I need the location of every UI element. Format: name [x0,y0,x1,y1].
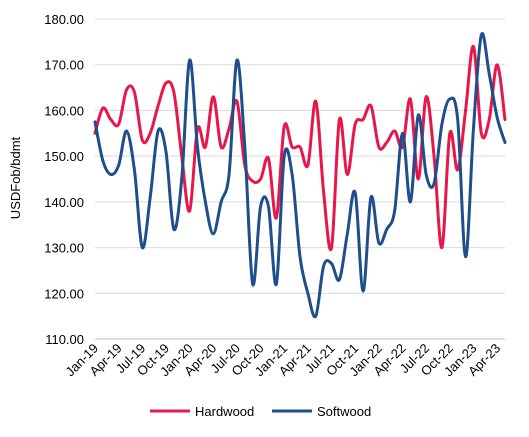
y-tick-label: 170.00 [44,58,84,73]
series-line-hardwood [93,44,507,252]
series-lines [93,31,507,319]
y-tick-label: 180.00 [44,12,84,27]
y-axis-ticks: 110.00 120.00 130.00 140.00 150.00 160.00 170.… [44,12,84,347]
y-tick-label: 120.00 [44,286,84,301]
y-tick-label: 130.00 [44,241,84,256]
y-tick-label: 140.00 [44,195,84,210]
legend: Hardwood Softwood [150,404,371,419]
legend-hardwood-label: Hardwood [195,404,254,419]
series-line-softwood [93,31,507,319]
x-axis-ticks: Jan-19Apr-19Jul-19Oct-19Jan-20Apr-20Jul-… [62,341,503,380]
y-tick-label: 110.00 [45,332,84,347]
y-tick-label: 160.00 [44,103,84,118]
y-tick-label: 150.00 [44,149,84,164]
gridlines [95,18,505,294]
legend-softwood-label: Softwood [317,404,371,419]
y-axis-label: USDFob/bdmt [8,136,23,219]
